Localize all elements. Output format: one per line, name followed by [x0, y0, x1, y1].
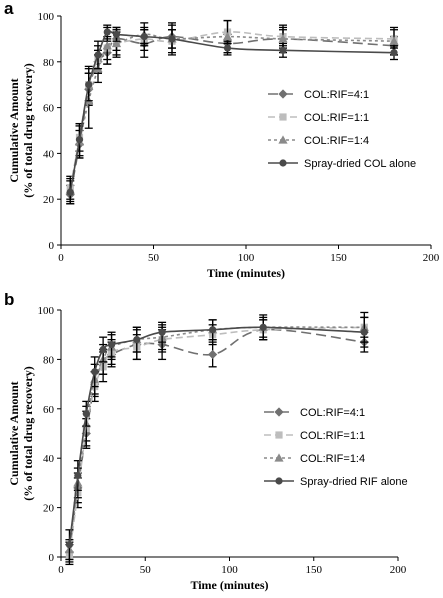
data-point — [82, 410, 90, 418]
panel-label: b — [4, 290, 14, 309]
legend-label: COL:RIF=1:1 — [304, 112, 369, 124]
data-point — [208, 349, 218, 360]
data-point — [209, 326, 217, 334]
legend: COL:RIF=4:1 COL:RIF=1:1 COL:RIF=1:4 Spray-d… — [268, 89, 416, 170]
y-tick-label: 60 — [43, 404, 55, 416]
data-point — [360, 328, 368, 336]
data-point — [112, 30, 121, 38]
data-point — [259, 323, 267, 331]
data-point — [85, 81, 93, 89]
data-point — [390, 49, 398, 57]
legend-item: COL:RIF=1:4 — [264, 453, 365, 465]
legend-marker — [275, 477, 283, 485]
legend-marker — [278, 89, 288, 99]
data-point — [223, 44, 232, 52]
y-tick-label: 100 — [38, 11, 55, 23]
series-line — [69, 33, 395, 191]
x-tick-label: 50 — [140, 564, 152, 576]
legend-label: COL:RIF=4:1 — [300, 407, 365, 419]
y-tick-label: 100 — [38, 305, 55, 317]
data-point — [278, 34, 288, 43]
y-tick-label: 0 — [49, 552, 55, 564]
data-point — [102, 41, 112, 50]
y-tick-label: 80 — [43, 354, 55, 366]
series-4 — [65, 314, 369, 561]
legend-label: COL:RIF=4:1 — [304, 89, 369, 101]
chart-panel-a: a 0 50 100 150 200 0 20 40 60 80 100 Time (minutes) C… — [4, 0, 440, 280]
data-point — [389, 36, 399, 45]
x-tick-label: 0 — [58, 252, 64, 264]
legend-label: COL:RIF=1:4 — [304, 135, 369, 147]
y-axis-title-line-1: Cumulative Amount — [7, 381, 21, 485]
data-point — [133, 336, 141, 344]
data-point — [158, 328, 166, 336]
legend-label: Spray-dried COL alone — [304, 158, 416, 170]
x-tick-label: 100 — [221, 564, 238, 576]
legend-item: COL:RIF=1:1 — [268, 112, 369, 124]
x-tick-label: 150 — [306, 564, 323, 576]
data-point — [222, 32, 233, 41]
legend-label: Spray-dried RIF alone — [300, 476, 408, 488]
data-point — [140, 33, 148, 41]
data-point — [91, 368, 99, 376]
legend: COL:RIF=4:1 COL:RIF=1:1 COL:RIF=1:4 Spray-d… — [264, 407, 408, 488]
legend-item: COL:RIF=1:1 — [264, 430, 365, 442]
legend-marker — [279, 113, 287, 121]
data-point — [103, 28, 111, 36]
legend-marker — [279, 159, 287, 167]
legend-marker — [275, 431, 283, 439]
x-tick-label: 200 — [423, 252, 440, 264]
legend-item: COL:RIF=1:4 — [268, 135, 369, 147]
y-tick-label: 80 — [43, 57, 55, 69]
legend-marker — [278, 135, 288, 144]
data-point — [111, 38, 122, 48]
legend-label: COL:RIF=1:1 — [300, 430, 365, 442]
y-axis-title-line-2: (% of total drug recovery) — [21, 366, 35, 500]
y-axis-title-line-2: (% of total drug recovery) — [21, 63, 35, 197]
chart-panel-b: b 0 50 100 150 200 0 20 40 60 80 100 Time (minutes) C… — [4, 290, 408, 592]
x-tick-label: 200 — [390, 564, 407, 576]
panel-label: a — [4, 0, 14, 18]
x-tick-label: 150 — [330, 252, 347, 264]
y-axis-title: Cumulative Amount(% of total drug recove… — [7, 366, 35, 500]
data-point — [74, 471, 82, 480]
x-tick-label: 0 — [58, 564, 64, 576]
legend-item: Spray-dried COL alone — [268, 158, 416, 170]
y-axis-title: Cumulative Amount(% of total drug recove… — [7, 63, 35, 197]
data-point — [99, 345, 107, 354]
legend-item: COL:RIF=4:1 — [268, 89, 369, 101]
legend-marker — [274, 407, 284, 417]
x-tick-label: 100 — [238, 252, 255, 264]
data-point — [168, 35, 176, 43]
series-4 — [66, 24, 398, 205]
y-tick-label: 40 — [43, 148, 55, 160]
x-tick-label: 50 — [148, 252, 160, 264]
y-tick-label: 0 — [49, 240, 55, 252]
y-axis-title-line-1: Cumulative Amount — [7, 78, 21, 182]
data-point — [94, 51, 102, 59]
legend-label: COL:RIF=1:4 — [300, 453, 365, 465]
x-axis-title: Time (minutes) — [190, 578, 268, 592]
x-axis-title: Time (minutes) — [207, 266, 285, 280]
y-tick-label: 40 — [43, 453, 55, 465]
legend-item: Spray-dried RIF alone — [264, 476, 408, 488]
data-point — [75, 136, 84, 144]
y-tick-label: 20 — [43, 503, 55, 515]
y-tick-label: 60 — [43, 103, 55, 115]
data-point — [107, 340, 116, 349]
y-tick-label: 20 — [43, 194, 55, 206]
legend-marker — [274, 453, 284, 462]
data-point — [66, 188, 74, 196]
data-point — [65, 541, 74, 549]
data-point — [279, 46, 287, 54]
legend-item: COL:RIF=4:1 — [264, 407, 365, 419]
